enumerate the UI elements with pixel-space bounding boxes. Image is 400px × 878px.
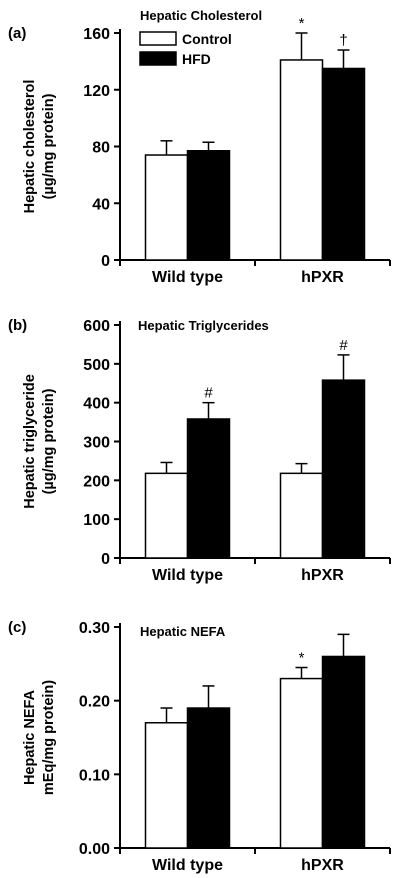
bar-control [144,472,189,559]
x-category-label: hPXR [301,857,344,874]
chart-panel-2: (b) Hepatic Triglycerides Hepatic triglyce… [8,317,391,584]
legend-swatch-hfd [139,51,177,66]
y-tick-label: 80 [92,140,110,157]
panel-label: (b) [8,317,27,334]
y-tick-label: 600 [83,318,110,335]
significance-marker: * [299,15,305,32]
x-category-label: Wild type [152,567,223,584]
significance-marker: # [204,385,213,402]
panel-label: (c) [8,619,26,636]
y-tick-label: 200 [83,473,110,490]
y-tick-label: 0.20 [79,694,110,711]
y-axis-label: Hepatic cholesterol [22,80,38,214]
y-tick-label: 160 [83,26,110,43]
bar-hfd [186,418,231,559]
y-tick-label: 300 [83,435,110,452]
x-category-label: Wild type [152,269,223,286]
bar-control [144,722,189,849]
x-category-label: hPXR [301,567,344,584]
y-tick-label: 0 [101,253,110,270]
bar-hfd [321,655,366,849]
panel-label: (a) [8,25,26,42]
y-tick-label: 400 [83,396,110,413]
y-axis-label: mEq/mg protein) [41,680,57,795]
x-category-label: hPXR [301,269,344,286]
y-tick-label: 100 [83,512,110,529]
chart-title: Hepatic Triglycerides [138,318,269,333]
y-tick-label: 120 [83,83,110,100]
bar-control [279,677,324,849]
legend-label-control: Control [182,31,232,47]
y-axis-label: Hepatic triglyceride [22,374,38,509]
y-tick-label: 40 [92,196,110,213]
y-axis-label: (µg/mg protein) [41,93,57,199]
chart-title: Hepatic NEFA [140,624,226,639]
chart-title: Hepatic Cholesterol [140,8,262,23]
y-tick-label: 0.10 [79,767,110,784]
bar-control [144,154,189,261]
y-tick-label: 0 [101,551,110,568]
y-tick-label: 500 [83,357,110,374]
y-axis-label: (µg/mg protein) [41,388,57,494]
y-tick-label: 0.00 [79,841,110,858]
chart-panel-1: (a) Hepatic Cholesterol Hepatic cholestero… [8,8,391,286]
bar-hfd [186,707,231,849]
legend: Control HFD [139,31,232,67]
bar-control [279,59,324,261]
bar-hfd [186,150,231,261]
bar-hfd [321,67,366,261]
legend-label-hfd: HFD [182,51,211,67]
y-axis-label: Hepatic NEFA [22,689,38,785]
significance-marker: * [299,650,305,667]
bar-hfd [321,379,366,559]
bar-control [279,472,324,559]
legend-swatch-control [139,31,177,46]
y-tick-label: 0.30 [79,620,110,637]
x-category-label: Wild type [152,857,223,874]
significance-marker: # [339,337,348,354]
significance-marker: † [339,32,347,49]
